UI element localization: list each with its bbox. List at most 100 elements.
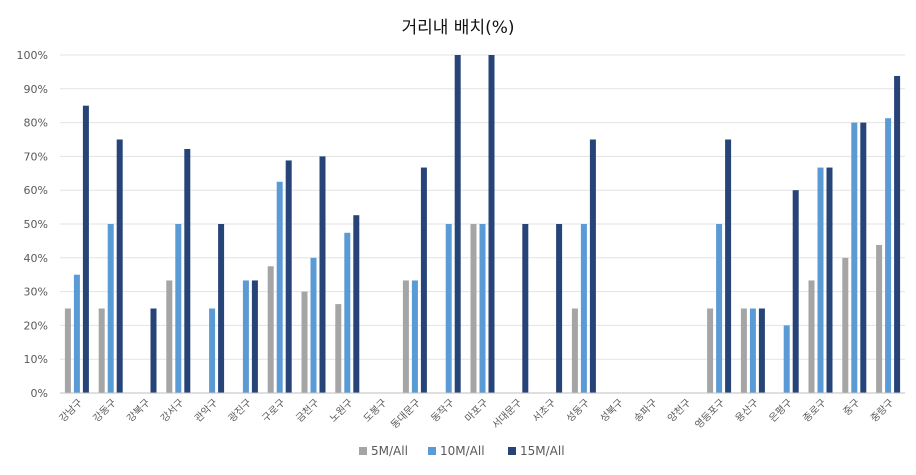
bar-10mall-0 [73, 274, 80, 393]
x-tick-label: 금천구 [294, 397, 322, 425]
x-tick-label: 성북구 [598, 397, 626, 425]
bar-10mall-4 [209, 308, 216, 393]
x-tick-label: 서대문구 [490, 397, 525, 432]
bar-15mall-21 [792, 190, 799, 393]
bar-10mall-20 [749, 308, 756, 393]
bar-15mall-6 [285, 160, 292, 393]
bar-10mall-19 [716, 224, 723, 393]
bar-15mall-20 [758, 308, 765, 393]
y-tick-label: 50% [24, 218, 48, 231]
bar-5mall-19 [707, 308, 714, 393]
x-tick-label: 동대문구 [389, 397, 424, 432]
legend-swatch [428, 447, 436, 455]
bar-10mall-23 [851, 122, 858, 393]
bar-10mall-5 [242, 280, 249, 393]
y-tick-label: 60% [24, 184, 48, 197]
legend-swatch [359, 447, 367, 455]
x-axis-ticks: 강남구 강동구 강북구 강서구 관악구 광진구 구로구 금천구 노원구 도봉구 동대문구 동작구 마포구… [57, 397, 896, 432]
x-tick-label: 마포구 [463, 397, 491, 425]
x-tick-label: 강서구 [158, 397, 186, 425]
chart-title: 거리내 배치(%) [401, 18, 514, 38]
bar-10mall-6 [276, 181, 283, 393]
bar-10mall-21 [783, 325, 790, 393]
bar-5mall-12 [470, 224, 477, 393]
bar-5mall-7 [301, 291, 308, 393]
bar-15mall-22 [826, 167, 833, 393]
y-tick-label: 30% [24, 286, 48, 299]
bar-5mall-22 [808, 280, 815, 393]
legend-label: 5M/All [371, 444, 408, 458]
x-tick-label: 양천구 [665, 397, 693, 425]
bar-5mall-6 [267, 266, 274, 393]
bar-15mall-23 [860, 122, 867, 393]
bar-5mall-20 [740, 308, 747, 393]
bar-15mall-24 [894, 75, 901, 394]
x-tick-label: 광진구 [226, 397, 254, 425]
legend-label: 15M/All [520, 444, 565, 458]
y-tick-label: 100% [17, 49, 48, 62]
bar-10mall-3 [175, 224, 182, 393]
bar-5mall-1 [98, 308, 105, 393]
bar-15mall-14 [556, 224, 563, 393]
x-tick-label: 관악구 [192, 397, 220, 425]
bar-15mall-13 [522, 224, 529, 393]
x-tick-label: 노원구 [327, 397, 355, 425]
y-axis-ticks: 0% 10% 20% 30% 40% 50% 60% 70% 80% 90% 100% [17, 49, 48, 400]
x-tick-label: 구로구 [261, 397, 288, 424]
bar-5mall-0 [64, 308, 71, 393]
bar-15mall-11 [454, 55, 461, 393]
x-tick-label: 서초구 [530, 397, 558, 425]
bars [64, 55, 901, 394]
bar-10mall-15 [580, 224, 587, 393]
bar-10mall-24 [885, 118, 892, 394]
legend-swatch [508, 447, 516, 455]
bar-15mall-15 [589, 139, 596, 393]
x-tick-label: 강북구 [125, 397, 153, 425]
bar-10mall-22 [817, 167, 824, 393]
bar-15mall-19 [725, 139, 732, 393]
y-tick-label: 70% [24, 150, 48, 163]
bar-5mall-24 [876, 244, 883, 393]
bar-5mall-8 [335, 304, 342, 393]
x-tick-label: 도봉구 [361, 397, 389, 425]
y-tick-label: 0% [31, 387, 48, 400]
x-tick-label: 강남구 [57, 397, 85, 425]
x-tick-label: 중랑구 [868, 397, 896, 425]
legend: 5M/All 10M/All 15M/All [359, 444, 565, 458]
bar-10mall-12 [479, 224, 486, 393]
x-tick-label: 성동구 [564, 397, 592, 425]
x-tick-label: 용산구 [733, 397, 761, 425]
x-tick-label: 강동구 [91, 397, 119, 425]
bar-15mall-5 [251, 280, 258, 393]
bar-15mall-8 [353, 215, 360, 393]
bar-10mall-11 [445, 224, 452, 393]
bar-10mall-8 [344, 232, 351, 393]
bar-5mall-3 [166, 280, 173, 393]
x-tick-label: 동작구 [429, 397, 457, 425]
legend-label: 10M/All [440, 444, 485, 458]
bar-10mall-7 [310, 257, 317, 393]
bar-15mall-12 [488, 55, 495, 393]
bar-5mall-15 [571, 308, 578, 393]
bar-15mall-10 [420, 167, 427, 393]
bar-15mall-4 [218, 224, 225, 393]
bar-15mall-1 [116, 139, 123, 393]
y-tick-label: 20% [24, 319, 48, 332]
x-tick-label: 종로구 [801, 397, 829, 425]
bar-5mall-10 [402, 280, 409, 393]
bar-10mall-10 [411, 280, 418, 393]
y-tick-label: 40% [24, 252, 48, 265]
bar-15mall-0 [82, 105, 89, 393]
y-tick-label: 80% [24, 117, 48, 130]
x-tick-label: 중구 [841, 397, 863, 419]
x-tick-label: 은평구 [767, 397, 795, 425]
bar-15mall-2 [150, 308, 157, 393]
x-tick-label: 영등포구 [693, 397, 728, 432]
y-tick-label: 10% [24, 353, 48, 366]
y-tick-label: 90% [24, 83, 48, 96]
bar-15mall-3 [184, 148, 191, 393]
x-tick-label: 송파구 [632, 397, 660, 425]
bar-15mall-7 [319, 156, 326, 393]
bar-10mall-1 [107, 224, 114, 393]
